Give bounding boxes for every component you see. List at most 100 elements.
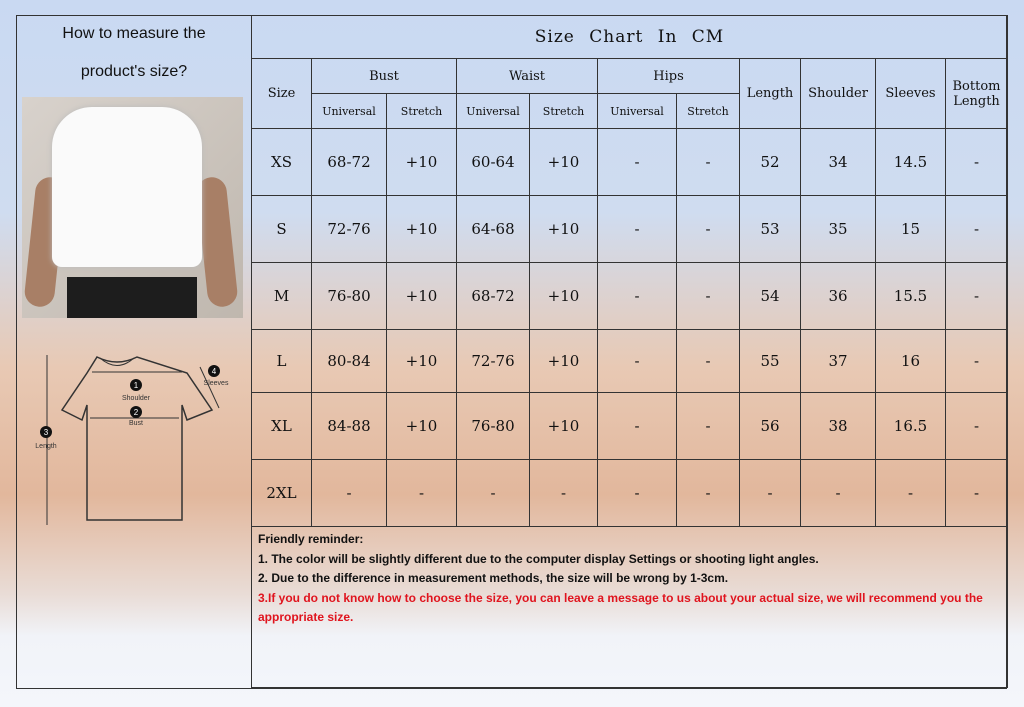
table-cell: +10 bbox=[529, 195, 598, 263]
table-cell: - bbox=[875, 459, 946, 527]
table-cell: - bbox=[945, 262, 1008, 330]
table-row: M 76-80 +10 68-72 +10- -54 36 15.5- bbox=[251, 262, 1008, 330]
table-cell: +10 bbox=[386, 262, 457, 330]
header-length: Length bbox=[739, 58, 801, 129]
header-universal: Universal bbox=[311, 93, 387, 129]
table-cell: - bbox=[597, 459, 677, 527]
sleeves-label: Sleeves bbox=[204, 380, 229, 387]
shoulder-label: Shoulder bbox=[122, 395, 151, 402]
table-cell: +10 bbox=[386, 329, 457, 393]
table-cell: - bbox=[597, 329, 677, 393]
table-cell: 76-80 bbox=[456, 392, 530, 460]
table-cell: S bbox=[251, 195, 312, 263]
table-cell: - bbox=[945, 329, 1008, 393]
table-cell: +10 bbox=[529, 128, 598, 196]
size-table: Size Chart In CM Size Bust Waist Hips Le… bbox=[251, 15, 1008, 688]
table-cell: 2XL bbox=[251, 459, 312, 527]
header-stretch: Stretch bbox=[676, 93, 740, 129]
marker-1 bbox=[130, 379, 142, 391]
table-row: L 80-84 +10 72-76 +10- -55 37 16- bbox=[251, 329, 1008, 393]
table-cell: 64-68 bbox=[456, 195, 530, 263]
measure-title-2: product's size? bbox=[80, 63, 188, 80]
header-stretch: Stretch bbox=[529, 93, 598, 129]
table-cell: - bbox=[676, 128, 740, 196]
table-row: S 72-76 +10 64-68 +10- -53 35 15- bbox=[251, 195, 1008, 263]
table-cell: 52 bbox=[739, 128, 801, 196]
table-cell: 68-72 bbox=[311, 128, 387, 196]
table-cell: M bbox=[251, 262, 312, 330]
table-cell: - bbox=[597, 262, 677, 330]
measure-panel: How to measure the product's size? bbox=[16, 15, 252, 689]
bust-label: Bust bbox=[129, 420, 143, 427]
table-cell: 76-80 bbox=[311, 262, 387, 330]
table-cell: - bbox=[386, 459, 457, 527]
measure-title-1: How to measure the bbox=[62, 25, 206, 42]
reminder-line-3: 3.If you do not know how to choose the s… bbox=[258, 590, 983, 625]
table-cell: +10 bbox=[386, 392, 457, 460]
table-cell: +10 bbox=[529, 392, 598, 460]
table-cell: - bbox=[945, 392, 1008, 460]
tshirt-measure-diagram: 1 Shoulder 2 Bust 3 Length 4 Sleeves bbox=[35, 355, 229, 525]
header-bottom-length: Bottom Length bbox=[945, 58, 1008, 129]
table-cell: 72-76 bbox=[456, 329, 530, 393]
table-cell: 38 bbox=[800, 392, 876, 460]
table-cell: 37 bbox=[800, 329, 876, 393]
table-row: 2XL - - - - - - - - - - bbox=[251, 459, 1008, 527]
table-cell: +10 bbox=[386, 195, 457, 263]
table-row: XS 68-72 +10 60-64 +10- -52 34 14.5- bbox=[251, 128, 1008, 196]
reminder-line-2: 2. Due to the difference in measurement … bbox=[258, 571, 729, 585]
table-cell: 15 bbox=[875, 195, 946, 263]
table-cell: - bbox=[676, 195, 740, 263]
header-bust: Bust bbox=[311, 58, 457, 94]
table-cell: - bbox=[597, 195, 677, 263]
header-hips: Hips bbox=[597, 58, 740, 94]
table-cell: 53 bbox=[739, 195, 801, 263]
table-cell: 56 bbox=[739, 392, 801, 460]
marker-3 bbox=[40, 426, 52, 438]
table-cell: - bbox=[800, 459, 876, 527]
header-universal: Universal bbox=[456, 93, 530, 129]
table-cell: - bbox=[676, 392, 740, 460]
length-label: Length bbox=[35, 443, 57, 450]
table-cell: XS bbox=[251, 128, 312, 196]
header-sleeves: Sleeves bbox=[875, 58, 946, 129]
table-cell: 15.5 bbox=[875, 262, 946, 330]
reminder-heading: Friendly reminder: bbox=[258, 532, 364, 546]
table-cell: +10 bbox=[529, 329, 598, 393]
table-cell: - bbox=[676, 262, 740, 330]
table-cell: 80-84 bbox=[311, 329, 387, 393]
table-cell: +10 bbox=[529, 262, 598, 330]
reminder-cell bbox=[251, 526, 1008, 688]
svg-text:3: 3 bbox=[44, 428, 49, 437]
header-shoulder: Shoulder bbox=[800, 58, 876, 129]
table-cell: 54 bbox=[739, 262, 801, 330]
header-universal: Universal bbox=[597, 93, 677, 129]
table-cell: +10 bbox=[386, 128, 457, 196]
table-cell: 35 bbox=[800, 195, 876, 263]
table-cell: L bbox=[251, 329, 312, 393]
svg-text:2: 2 bbox=[134, 408, 139, 417]
table-title: Size Chart In CM bbox=[251, 15, 1008, 59]
header-waist: Waist bbox=[456, 58, 598, 94]
table-cell: 84-88 bbox=[311, 392, 387, 460]
table-cell: - bbox=[945, 195, 1008, 263]
product-photo bbox=[22, 97, 243, 318]
svg-text:4: 4 bbox=[212, 367, 217, 376]
table-cell: 16.5 bbox=[875, 392, 946, 460]
table-cell: - bbox=[739, 459, 801, 527]
table-cell: - bbox=[676, 459, 740, 527]
table-cell: XL bbox=[251, 392, 312, 460]
table-cell: - bbox=[676, 329, 740, 393]
table-cell: - bbox=[529, 459, 598, 527]
table-cell: 34 bbox=[800, 128, 876, 196]
table-cell: - bbox=[311, 459, 387, 527]
header-size: Size bbox=[251, 58, 312, 129]
table-cell: - bbox=[945, 128, 1008, 196]
table-cell: 36 bbox=[800, 262, 876, 330]
table-cell: - bbox=[597, 128, 677, 196]
table-cell: - bbox=[597, 392, 677, 460]
table-cell: 55 bbox=[739, 329, 801, 393]
marker-4 bbox=[208, 365, 220, 377]
marker-2 bbox=[130, 406, 142, 418]
table-cell: 72-76 bbox=[311, 195, 387, 263]
